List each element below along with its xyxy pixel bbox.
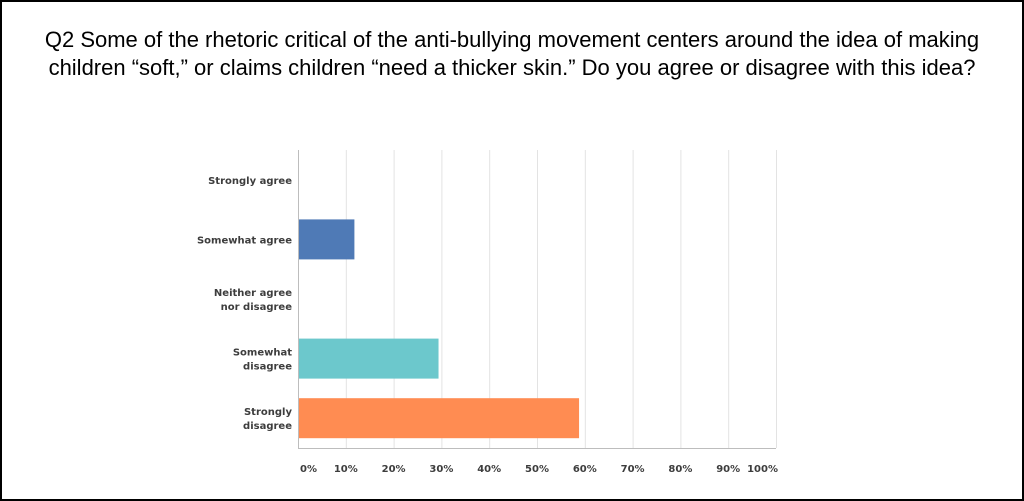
x-tick-label: 30%: [429, 464, 453, 475]
category-label: Neither agree nor disagree: [214, 288, 292, 313]
category-label: Somewhat disagree: [233, 348, 292, 373]
category-label: Strongly agree: [208, 176, 292, 187]
x-tick-label: 100%: [747, 464, 778, 475]
x-tick-label: 10%: [334, 464, 358, 475]
chart-title: Q2 Some of the rhetoric critical of the …: [44, 27, 980, 80]
x-tick-label: 70%: [621, 464, 645, 475]
x-tick-label: 60%: [573, 464, 597, 475]
bar: [299, 219, 355, 260]
x-tick-label: 20%: [382, 464, 406, 475]
x-tick-label: 90%: [716, 464, 740, 475]
bar: [299, 338, 439, 379]
x-tick-label: 0%: [300, 464, 317, 475]
category-label: Strongly disagree: [243, 407, 292, 432]
x-tick-label: 80%: [668, 464, 692, 475]
category-label: Somewhat agree: [197, 235, 292, 246]
x-tick-label: 40%: [477, 464, 501, 475]
bar: [299, 398, 580, 439]
x-tick-label: 50%: [525, 464, 549, 475]
